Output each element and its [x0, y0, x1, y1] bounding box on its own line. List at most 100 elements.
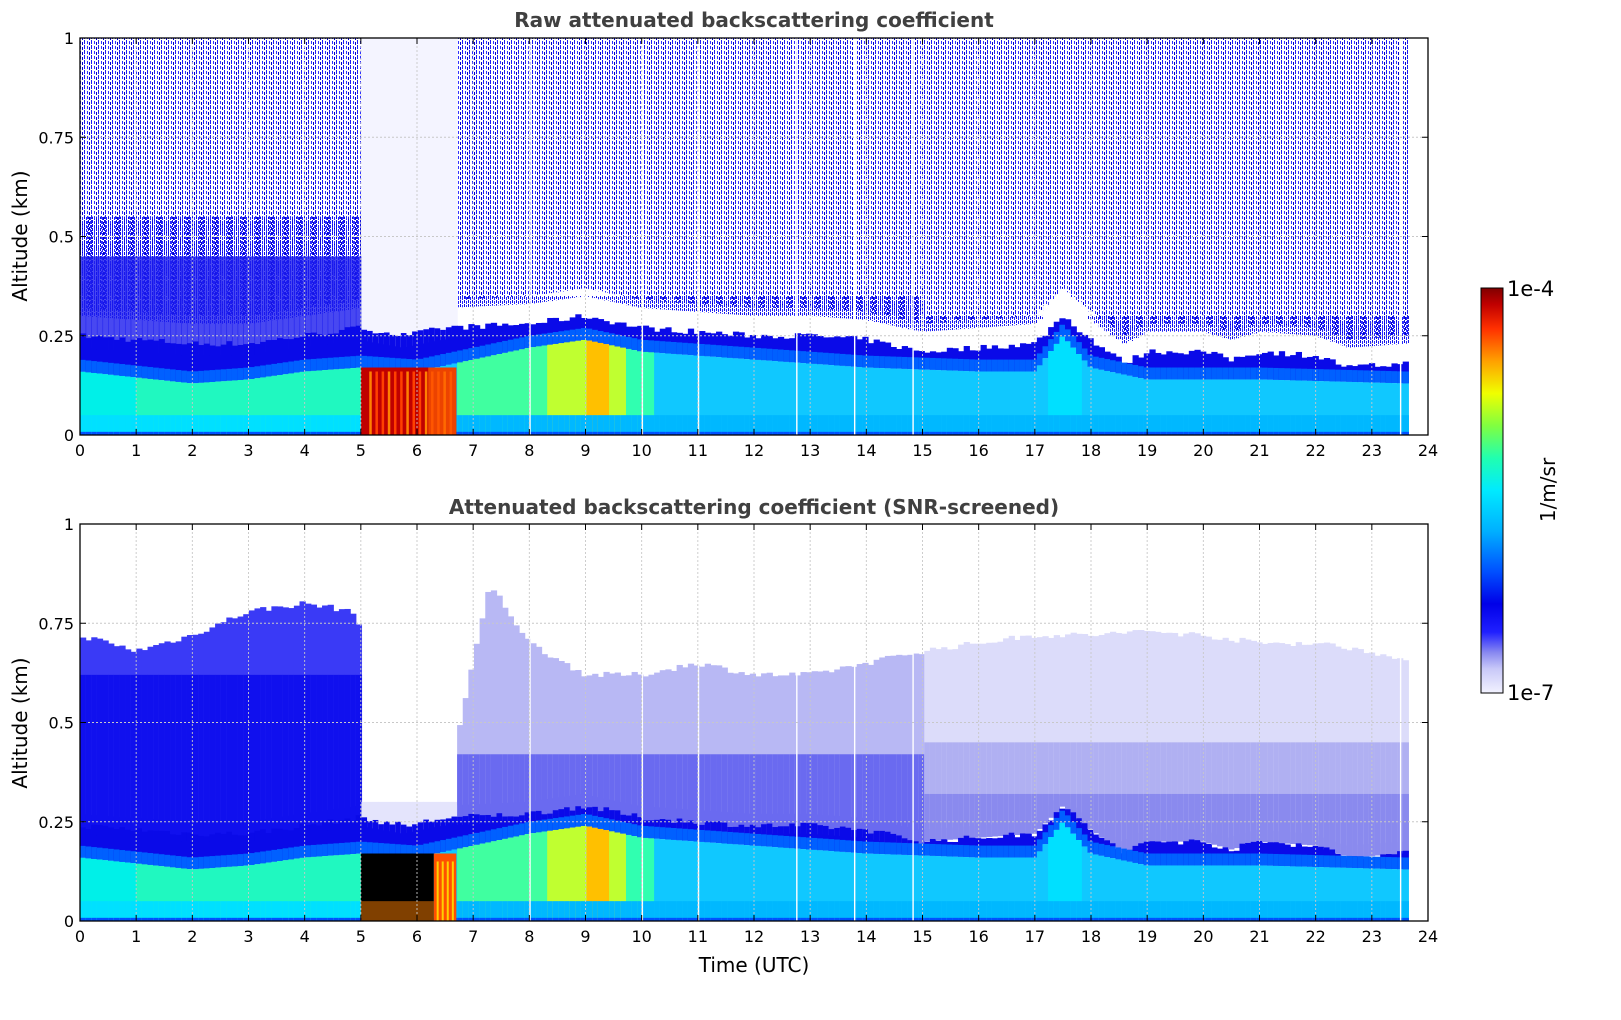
heatmap-cell — [963, 742, 970, 839]
heatmap-cell — [1295, 854, 1302, 867]
heatmap-cell — [794, 38, 802, 308]
heatmap-cell — [203, 901, 211, 921]
heatmap-cell — [1402, 38, 1409, 336]
heatmap-cell — [637, 325, 644, 352]
heatmap-cell — [1014, 901, 1021, 921]
heatmap-cell — [670, 38, 678, 303]
heatmap-cell — [822, 38, 830, 310]
heatmap-cell — [867, 841, 875, 854]
heatmap-cell — [271, 674, 278, 838]
heatmap-cell — [1104, 793, 1111, 842]
heatmap-cell — [766, 296, 773, 316]
heatmap-cell — [198, 431, 205, 435]
heatmap-cell — [243, 379, 250, 435]
heatmap-cell — [293, 901, 301, 921]
heatmap-cell — [1171, 841, 1179, 866]
heatmap-cell — [108, 362, 115, 375]
heatmap-cell — [1284, 38, 1291, 326]
heatmap-cell — [794, 362, 802, 435]
heatmap-cell — [845, 852, 852, 921]
heatmap-cell — [789, 338, 796, 363]
x-tick-label: 14 — [856, 441, 876, 460]
heatmap-cell — [958, 415, 965, 435]
heatmap-cell — [811, 415, 818, 435]
heatmap-cell — [1245, 901, 1252, 921]
heatmap-cell — [721, 917, 728, 921]
heatmap-cell — [935, 844, 942, 857]
heatmap-cell — [1194, 379, 1201, 435]
heatmap-cell — [631, 671, 638, 805]
heatmap-cell — [1064, 901, 1072, 921]
heatmap-cell — [721, 754, 728, 832]
heatmap-cell — [153, 830, 160, 866]
heatmap-cell — [1374, 382, 1381, 435]
heatmap-cell — [1160, 431, 1167, 435]
heatmap-cell — [586, 675, 593, 795]
heatmap-cell — [1076, 742, 1083, 820]
heatmap-cell — [1307, 368, 1314, 381]
heatmap-cell — [1261, 917, 1269, 921]
heatmap-cell — [721, 843, 728, 921]
heatmap-cell — [175, 38, 182, 315]
x-tick-label: 20 — [1193, 441, 1213, 460]
heatmap-cell — [777, 349, 785, 362]
heatmap-cell — [113, 38, 120, 311]
heatmap-cell — [1323, 315, 1331, 340]
heatmap-cell — [659, 415, 666, 435]
heatmap-cell — [136, 338, 143, 378]
heatmap-cell — [783, 917, 790, 921]
heatmap-cell — [575, 901, 582, 921]
heatmap-cell — [1402, 415, 1409, 435]
heatmap-cell — [592, 38, 599, 291]
heatmap-cell — [186, 383, 194, 435]
heatmap-cell — [164, 866, 171, 921]
heatmap-cell — [958, 431, 965, 435]
heatmap-cell — [153, 367, 160, 380]
heatmap-cell — [997, 901, 1004, 921]
heatmap-cell — [299, 901, 306, 921]
heatmap-cell — [338, 256, 346, 343]
heatmap-cell — [963, 845, 970, 858]
heatmap-cell — [783, 38, 790, 308]
heatmap-cell — [535, 832, 543, 921]
heatmap-cell — [631, 296, 638, 307]
heatmap-cell — [1284, 901, 1291, 921]
heatmap-cell — [1340, 901, 1348, 921]
heatmap-cell — [828, 353, 835, 366]
heatmap-cell — [490, 296, 498, 306]
heatmap-cell — [1295, 38, 1302, 327]
heatmap-cell — [1003, 415, 1010, 435]
heatmap-cell — [220, 917, 227, 921]
heatmap-cell — [1200, 415, 1207, 435]
heatmap-cell — [986, 917, 993, 921]
heatmap-cell — [125, 415, 132, 435]
heatmap-cell — [856, 415, 863, 435]
heatmap-cell — [1115, 859, 1122, 921]
heatmap-cell — [198, 674, 205, 842]
heatmap-cell — [766, 672, 773, 814]
heatmap-cell — [198, 345, 205, 383]
heatmap-cell — [164, 368, 171, 381]
heatmap-cell — [1216, 853, 1224, 866]
heatmap-cell — [113, 415, 120, 435]
heatmap-cell — [108, 374, 115, 435]
heatmap-cell — [1098, 843, 1105, 856]
heatmap-cell — [85, 415, 92, 435]
heatmap-cell — [147, 864, 154, 921]
heatmap-cell — [276, 374, 284, 435]
heatmap-cell — [963, 917, 970, 921]
heatmap-cell — [873, 38, 880, 315]
heatmap-cell — [254, 256, 261, 355]
heatmap-cell — [1205, 431, 1212, 435]
heatmap-cell — [490, 38, 498, 298]
heatmap-cell — [1228, 431, 1235, 435]
heatmap-cell — [1391, 371, 1398, 384]
heatmap-cell — [113, 861, 120, 921]
heatmap-cell — [1121, 793, 1128, 854]
heatmap-cell — [490, 415, 498, 435]
heatmap-cell — [350, 356, 357, 369]
heatmap-cell — [963, 857, 970, 921]
heatmap-cell — [1363, 431, 1370, 435]
heatmap-cell — [761, 846, 768, 921]
heatmap-cell — [1245, 917, 1252, 921]
